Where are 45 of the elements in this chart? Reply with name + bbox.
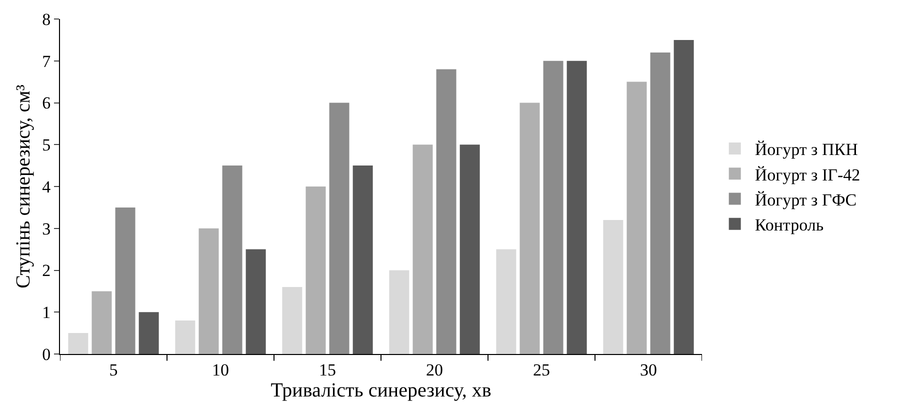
x-tick-label: 15 (319, 360, 336, 380)
bar (543, 60, 564, 354)
legend-label: Йогурт з IГ-42 (754, 165, 860, 184)
x-tick-label: 5 (109, 360, 118, 380)
bar (138, 312, 159, 354)
bar (68, 333, 88, 354)
bar (306, 186, 326, 354)
x-tick-label: 10 (212, 360, 229, 380)
y-tick-label: 6 (42, 94, 51, 113)
y-tick-label: 2 (42, 261, 51, 280)
y-tick-label: 8 (42, 10, 51, 29)
bar (496, 249, 516, 354)
y-tick-label: 7 (42, 52, 52, 71)
y-tick-label: 0 (42, 344, 51, 364)
y-tick-label: 4 (42, 177, 52, 196)
bar (436, 69, 456, 354)
bar (626, 82, 647, 354)
y-axis-title: Ступінь синерезису, см³ (12, 84, 35, 288)
y-tick-label: 1 (42, 303, 51, 322)
bar (566, 60, 587, 354)
bar (198, 228, 219, 354)
bar (246, 249, 266, 354)
bar (520, 102, 540, 354)
bar (460, 144, 480, 354)
bar (115, 207, 136, 354)
legend-label: Йогурт з ГФС (754, 190, 857, 210)
bar (222, 166, 242, 354)
bar (329, 102, 350, 354)
bar (92, 291, 112, 354)
bar (175, 320, 196, 354)
bar (389, 270, 410, 354)
x-tick-label: 25 (533, 360, 550, 380)
legend-label: Контроль (754, 215, 824, 234)
legend-label: Йогурт з ПКН (754, 140, 858, 160)
bar (412, 144, 433, 354)
x-tick-label: 30 (640, 360, 657, 380)
bar (603, 220, 624, 354)
bar (352, 166, 373, 354)
x-tick-label: 20 (426, 360, 443, 380)
bar (674, 40, 694, 354)
y-tick-label: 3 (42, 219, 51, 238)
bar (282, 287, 302, 354)
x-axis-title: Тривалість синерезису, хв (270, 379, 492, 402)
bar (650, 52, 670, 354)
y-tick-label: 5 (42, 136, 51, 155)
